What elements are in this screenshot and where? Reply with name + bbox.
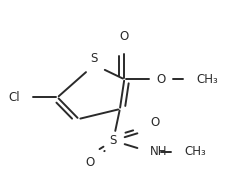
Text: O: O [85,156,94,169]
Text: Cl: Cl [8,91,20,104]
Text: S: S [91,52,98,65]
Text: O: O [120,30,129,43]
Text: NH: NH [150,145,167,158]
Text: CH₃: CH₃ [184,145,206,158]
Text: S: S [110,134,117,147]
Text: O: O [150,116,159,129]
Text: O: O [156,73,166,86]
Text: CH₃: CH₃ [197,73,218,86]
